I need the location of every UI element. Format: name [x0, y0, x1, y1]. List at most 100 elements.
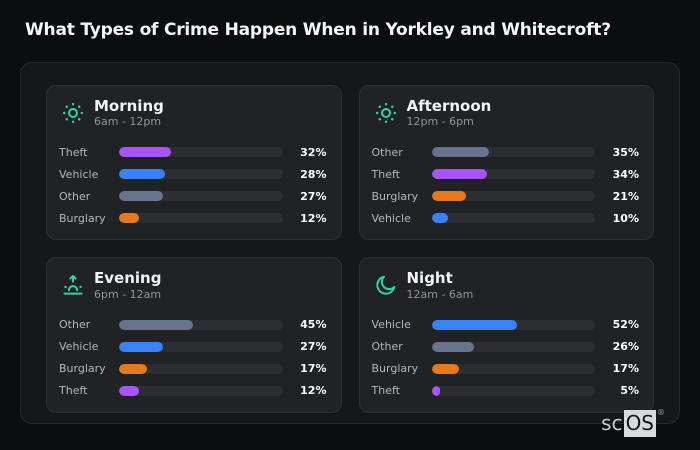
bar-fill	[119, 319, 193, 330]
bar-fill	[431, 385, 440, 396]
sunrise-icon	[61, 273, 85, 297]
bar-fill	[431, 191, 466, 202]
bar-track	[431, 147, 595, 158]
bar-category-label: Other	[59, 318, 91, 331]
bar-value-label: 12%	[300, 211, 327, 225]
time-of-day-panel: Morning 6am - 12pm Theft 32% Vehicle 28%…	[20, 62, 680, 424]
card-morning: Morning 6am - 12pm Theft 32% Vehicle 28%…	[46, 85, 342, 241]
bar-category-label: Theft	[59, 145, 88, 159]
bar-category-label: Other	[371, 340, 403, 353]
bar-track	[431, 191, 595, 202]
bar-chart: Theft 32% Vehicle 28% Other 27% Burglary	[59, 141, 327, 229]
moon-icon	[374, 273, 398, 297]
bar-row: Burglary 17%	[372, 358, 640, 380]
card-title: Evening	[94, 269, 162, 288]
bar-track	[431, 169, 595, 180]
bar-row: Vehicle 52%	[372, 314, 640, 336]
card-subtitle: 12am - 6am	[406, 287, 474, 301]
bar-track	[119, 147, 283, 158]
bar-row: Vehicle 27%	[59, 336, 327, 358]
bar-value-label: 45%	[300, 318, 327, 331]
bar-category-label: Theft	[59, 384, 88, 397]
bar-value-label: 27%	[300, 189, 327, 203]
bar-track	[119, 385, 283, 396]
bar-track	[431, 341, 595, 352]
card-afternoon-header: Afternoon 12pm - 6pm	[372, 97, 640, 129]
bar-category-label: Vehicle	[371, 318, 411, 331]
bar-fill	[119, 147, 172, 158]
bar-track	[119, 319, 283, 330]
card-title-block: Evening 6pm - 12am	[94, 269, 162, 301]
card-title: Morning	[94, 97, 164, 115]
bar-row: Other 27%	[59, 185, 327, 207]
card-afternoon: Afternoon 12pm - 6pm Other 35% Theft 34%…	[358, 85, 654, 241]
bar-track	[119, 341, 283, 352]
bar-row: Vehicle 10%	[372, 207, 640, 229]
card-subtitle: 12pm - 6pm	[406, 115, 474, 129]
card-night-header: Night 12am - 6am	[372, 269, 640, 301]
bar-fill	[431, 319, 517, 330]
bar-track	[431, 213, 595, 224]
bar-row: Theft 5%	[372, 380, 640, 402]
bar-value-label: 21%	[612, 189, 639, 203]
card-title-block: Morning 6am - 12pm	[94, 97, 164, 129]
bar-track	[119, 213, 283, 224]
bar-fill	[431, 147, 489, 158]
registered-mark: ®	[657, 408, 665, 417]
bar-value-label: 28%	[300, 167, 327, 181]
card-night: Night 12am - 6am Vehicle 52% Other 26% B…	[358, 257, 654, 413]
bar-value-label: 26%	[612, 340, 639, 353]
card-title-block: Night 12am - 6am	[406, 269, 474, 301]
bar-chart: Other 35% Theft 34% Burglary 21% Vehicle	[372, 141, 640, 229]
bar-value-label: 12%	[300, 384, 327, 397]
card-title: Afternoon	[406, 97, 492, 115]
bar-fill	[431, 213, 448, 224]
bar-fill	[431, 341, 474, 352]
bar-fill	[119, 191, 164, 202]
bar-category-label: Burglary	[371, 189, 419, 203]
card-title: Night	[406, 269, 453, 288]
brand-prefix: sc	[601, 411, 623, 435]
bar-fill	[119, 213, 139, 224]
bar-track	[119, 169, 283, 180]
bar-value-label: 10%	[612, 211, 639, 225]
bar-category-label: Other	[59, 189, 91, 203]
bar-category-label: Burglary	[59, 362, 106, 375]
brand-box: OS	[623, 410, 656, 437]
bar-fill	[431, 169, 488, 180]
bar-row: Theft 34%	[372, 163, 640, 185]
bar-track	[431, 319, 595, 330]
bar-category-label: Other	[371, 145, 403, 159]
bar-fill	[119, 341, 164, 352]
bar-row: Other 35%	[372, 141, 640, 163]
bar-category-label: Burglary	[371, 362, 419, 375]
sun-icon	[61, 101, 85, 125]
bar-category-label: Theft	[371, 167, 400, 181]
card-subtitle: 6am - 12pm	[94, 115, 162, 129]
bar-category-label: Vehicle	[59, 340, 99, 353]
bar-category-label: Vehicle	[59, 167, 99, 181]
bar-row: Other 45%	[59, 314, 327, 336]
scos-watermark-logo: sc OS ®	[601, 409, 665, 437]
bar-chart: Vehicle 52% Other 26% Burglary 17% Theft	[372, 314, 640, 402]
bar-chart: Other 45% Vehicle 27% Burglary 17% Theft	[59, 314, 327, 402]
bar-value-label: 52%	[612, 318, 639, 331]
page-title: What Types of Crime Happen When in Yorkl…	[25, 20, 611, 40]
bar-category-label: Vehicle	[371, 211, 411, 225]
bar-fill	[119, 169, 165, 180]
card-title-block: Afternoon 12pm - 6pm	[406, 97, 492, 129]
bar-fill	[431, 363, 460, 374]
bar-track	[119, 363, 283, 374]
bar-row: Theft 32%	[59, 141, 327, 163]
card-subtitle: 6pm - 12am	[94, 287, 162, 301]
bar-value-label: 17%	[612, 362, 639, 375]
bar-track	[431, 363, 595, 374]
bar-value-label: 34%	[612, 167, 639, 181]
sun-icon	[374, 101, 398, 125]
bar-row: Burglary 17%	[59, 358, 327, 380]
bar-category-label: Theft	[371, 384, 400, 397]
bar-value-label: 5%	[620, 384, 639, 397]
bar-value-label: 27%	[300, 340, 327, 353]
bar-row: Burglary 21%	[372, 185, 640, 207]
